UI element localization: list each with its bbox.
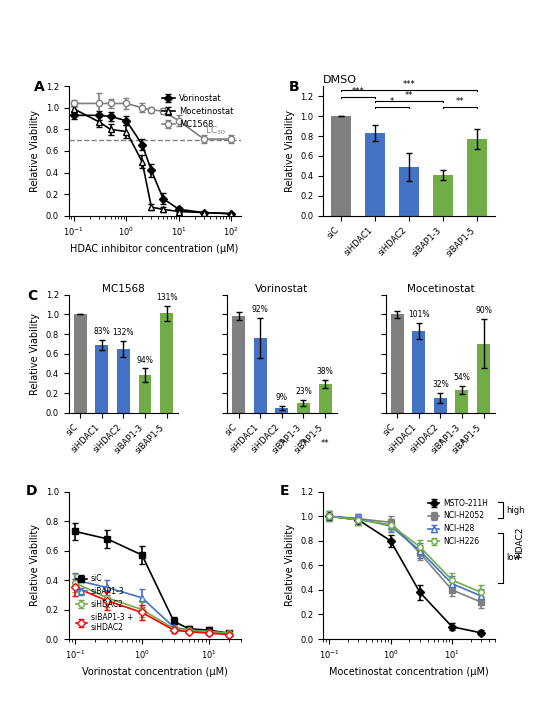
Text: B: B [289,80,299,93]
Text: high: high [506,505,525,515]
X-axis label: Mocetinostat concentration (μM): Mocetinostat concentration (μM) [329,667,489,676]
Bar [331,116,351,216]
Text: D: D [26,485,37,498]
Text: *: * [460,439,464,447]
Bar [399,167,419,216]
Bar [276,409,288,413]
Y-axis label: Relative Viability: Relative Viability [284,110,295,192]
Text: 54%: 54% [454,373,470,382]
Text: **: ** [456,97,464,106]
Text: 32%: 32% [432,380,449,389]
Text: 90%: 90% [475,307,492,315]
Text: 23%: 23% [295,387,312,396]
Text: 94%: 94% [136,355,153,365]
Bar [455,390,469,413]
Text: HDAC2: HDAC2 [515,527,524,558]
Bar [117,349,130,413]
Text: **: ** [405,91,413,100]
Text: 83%: 83% [94,327,110,336]
Bar [74,314,87,413]
Bar [467,139,487,216]
Text: E: E [280,485,290,498]
Y-axis label: Relative Viability: Relative Viability [30,524,40,606]
Bar [390,314,404,413]
Text: ***: *** [403,80,415,89]
Text: C: C [27,289,37,303]
Title: MC1568: MC1568 [102,284,145,294]
Text: A: A [34,80,45,93]
X-axis label: Vorinostat concentration (μM): Vorinostat concentration (μM) [82,667,228,676]
Y-axis label: Relative Viability: Relative Viability [284,524,295,606]
Text: ***: *** [352,87,365,96]
Text: 9%: 9% [276,393,288,402]
Bar [433,175,453,216]
Text: LC$_{30}$: LC$_{30}$ [205,124,226,137]
Bar [254,338,267,413]
Title: Mocetinostat: Mocetinostat [406,284,474,294]
Text: 92%: 92% [252,305,268,314]
Y-axis label: Relative Viability: Relative Viability [30,110,40,192]
Y-axis label: Relative Viability: Relative Viability [30,313,40,395]
Text: 132%: 132% [113,328,134,337]
Bar [412,331,425,413]
Text: **: ** [321,439,329,447]
Bar [160,314,173,413]
Title: Vorinostat: Vorinostat [255,284,309,294]
Bar [297,403,310,413]
Text: *: * [390,97,394,106]
Text: DMSO: DMSO [323,75,357,85]
Bar [139,376,151,413]
Text: low: low [506,554,520,562]
Bar [95,345,108,413]
Bar [232,317,245,413]
Bar [318,384,332,413]
Text: 38%: 38% [317,368,333,376]
Bar [365,133,386,216]
Legend: siC, siBAP1-3, siHDAC2, siBAP1-3 +
siHDAC2: siC, siBAP1-3, siHDAC2, siBAP1-3 + siHDA… [73,572,136,635]
Text: **: ** [299,439,307,447]
Text: **: ** [278,439,286,447]
X-axis label: HDAC inhibitor concentration (μM): HDAC inhibitor concentration (μM) [70,243,239,253]
Legend: Vorinostat, Mocetinostat, MC1568: Vorinostat, Mocetinostat, MC1568 [159,90,236,132]
Text: 101%: 101% [408,310,430,320]
Text: 131%: 131% [156,293,177,302]
Bar [434,398,447,413]
Legend: MSTO-211H, NCI-H2052, NCI-H28, NCI-H226: MSTO-211H, NCI-H2052, NCI-H28, NCI-H226 [425,495,491,549]
Bar [477,344,490,413]
Text: *: * [438,439,443,447]
